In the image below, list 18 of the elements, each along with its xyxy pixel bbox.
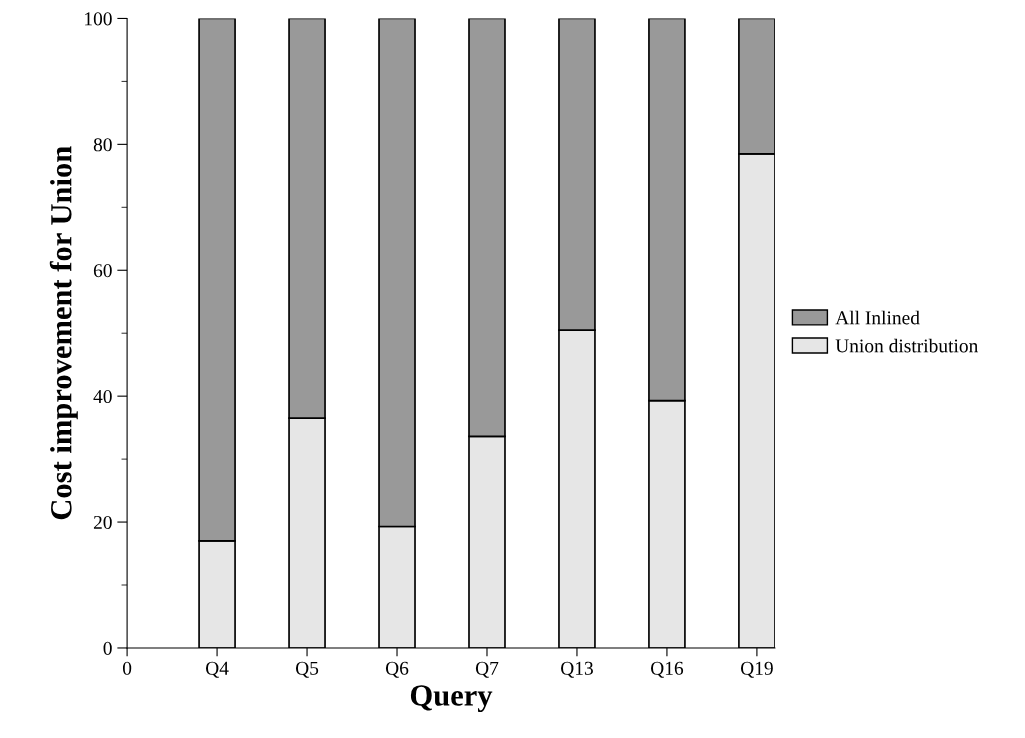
legend-label: Union distribution (835, 338, 979, 353)
y-tick-label: 0 (103, 641, 112, 655)
y-tick-label: 60 (93, 264, 112, 278)
y-tick-label: 20 (93, 515, 112, 529)
x-axis-title: Query (410, 685, 493, 713)
x-tick-label: Q16 (650, 661, 684, 678)
legend-label: All Inlined (835, 310, 920, 325)
x-tick-label: Q5 (295, 661, 319, 678)
x-tick-label: Q6 (385, 661, 409, 678)
y-tick-label: 40 (93, 389, 112, 404)
x-tick-label: Q7 (475, 661, 499, 678)
y-tick-label: 80 (93, 138, 112, 152)
y-axis-title: Cost improvement for Union (49, 146, 78, 520)
x-tick-label: Q13 (561, 661, 593, 678)
x-tick-label: 0 (122, 661, 132, 675)
x-tick-label: Q19 (740, 661, 773, 678)
y-tick-label: 100 (85, 12, 112, 26)
x-tick-label: Q4 (205, 661, 229, 678)
